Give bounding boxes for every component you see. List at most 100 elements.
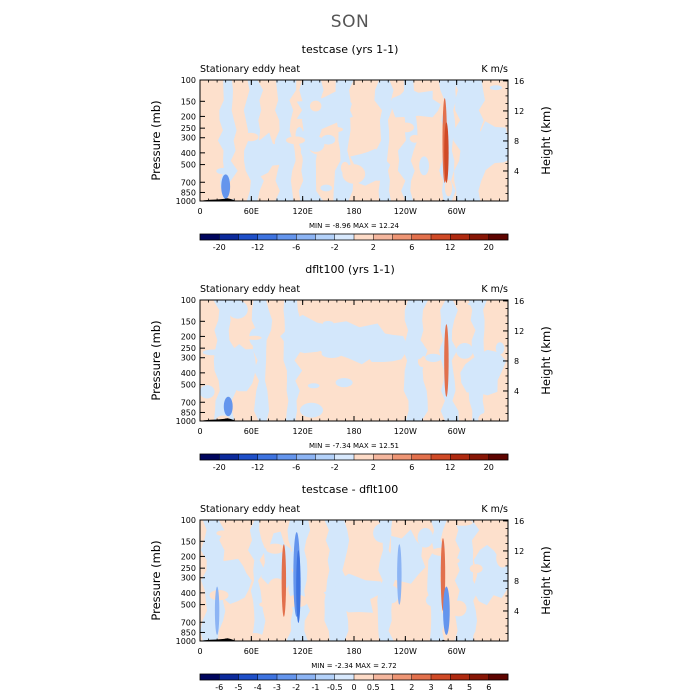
colorbar-label: -6: [292, 463, 300, 472]
contour-anomaly: [444, 324, 449, 397]
colorbar-box: [334, 454, 355, 460]
colorbar-box: [334, 674, 355, 680]
y-tick-label: 400: [181, 149, 196, 158]
x-tick-label: 180: [346, 427, 361, 436]
contour-band: [274, 80, 297, 201]
colorbar-box: [238, 674, 259, 680]
colorbar: -20 -12 -6 -2 2 6 12 20: [199, 453, 509, 472]
colorbar-box: [315, 674, 336, 680]
units-label: K m/s: [481, 284, 508, 295]
y-tick-label: 150: [181, 317, 196, 326]
y-right-tick-label: 12: [514, 327, 524, 336]
contour-blob: [465, 121, 508, 171]
colorbar-box: [334, 234, 355, 240]
y-tick-label: 200: [181, 332, 196, 341]
y-tick-label: 100: [181, 76, 196, 85]
contour-patch: [200, 385, 215, 399]
y-tick-label: 300: [181, 354, 196, 363]
y-right-tick-label: 4: [514, 607, 519, 616]
contour-patch: [335, 378, 353, 388]
contour-patch: [202, 349, 225, 356]
contour-patch: [444, 179, 453, 197]
colorbar-box: [219, 674, 239, 680]
panel-1-title: testcase (yrs 1-1): [301, 43, 399, 56]
contour-patch: [216, 167, 231, 175]
panel-3-title: testcase - dflt100: [301, 483, 399, 496]
contour-patch: [397, 122, 415, 133]
colorbar-box: [411, 454, 432, 460]
y-tick-label: 100: [181, 296, 196, 305]
contour-patch: [351, 335, 372, 349]
contour-band: [248, 520, 266, 641]
y-tick-label: 850: [181, 188, 196, 197]
contour-patch: [384, 585, 399, 604]
contour-patch: [344, 592, 362, 608]
contour-patch: [386, 347, 403, 357]
contour-patch: [246, 335, 262, 340]
panel-2-title: dflt100 (yrs 1-1): [305, 263, 395, 276]
colorbar-box: [469, 454, 490, 460]
contour-patch: [425, 353, 442, 363]
y-tick-label: 700: [181, 398, 196, 407]
min-max-label: MIN = -2.34 MAX = 2.72: [311, 662, 397, 670]
colorbar-box: [354, 234, 374, 240]
colorbar-box: [354, 454, 374, 460]
y-tick-label: 300: [181, 574, 196, 583]
colorbar-label: -6: [215, 683, 223, 692]
colorbar-label: -2: [331, 243, 339, 252]
colorbar-box: [431, 674, 451, 680]
y-tick-label: 200: [181, 112, 196, 121]
contour-patch: [450, 600, 467, 617]
contour-patch: [467, 301, 485, 307]
y-axis-right-label: Height (km): [539, 546, 553, 615]
colorbar-label: 0.5: [367, 683, 380, 692]
colorbar-label: -3: [273, 683, 281, 692]
x-tick-label: 60W: [448, 427, 466, 436]
contour-patch: [243, 633, 267, 641]
colorbar-label: -6: [292, 243, 300, 252]
colorbar-label: -20: [213, 243, 226, 252]
y-tick-label: 400: [181, 369, 196, 378]
contour-band: [439, 300, 459, 421]
colorbar-label: 4: [448, 683, 453, 692]
contour-patch: [342, 164, 366, 184]
colorbar-box: [257, 454, 278, 460]
contour-patch: [266, 543, 285, 554]
colorbar-label: 2: [371, 463, 376, 472]
y-tick-label: 850: [181, 628, 196, 637]
contour-anomaly: [221, 174, 231, 199]
x-tick-label: 120E: [293, 207, 313, 216]
y-tick-label: 400: [181, 589, 196, 598]
contour-patch: [321, 134, 336, 145]
colorbar-box: [200, 674, 220, 680]
y-axis-right-label: Height (km): [539, 326, 553, 395]
contour-anomaly: [214, 586, 220, 635]
min-max-label: MIN = -7.34 MAX = 12.51: [309, 442, 399, 450]
min-max-label: MIN = -8.96 MAX = 12.24: [309, 222, 400, 230]
colorbar-label: 2: [409, 683, 414, 692]
plot-area-3: [200, 520, 508, 641]
colorbar-box: [392, 234, 413, 240]
colorbar-label: -20: [213, 463, 226, 472]
colorbar-label: 3: [428, 683, 433, 692]
contour-patch: [410, 340, 425, 360]
contour-anomaly: [296, 550, 301, 623]
y-tick-label: 700: [181, 618, 196, 627]
x-tick-label: 180: [346, 207, 361, 216]
y-tick-label: 500: [181, 381, 196, 390]
colorbar-label: 0: [351, 683, 356, 692]
x-tick-label: 0: [197, 207, 202, 216]
contour-band: [217, 80, 238, 201]
y-right-tick-label: 12: [514, 107, 524, 116]
colorbar-box: [277, 454, 297, 460]
panel-3: 0 60E 120E 180 120W 60W1001502002503004005007…: [149, 504, 553, 692]
colorbar-label: 12: [445, 243, 455, 252]
y-tick-label: 250: [181, 564, 196, 573]
contour-patch: [496, 548, 508, 568]
colorbar-label: 20: [484, 463, 494, 472]
y-tick-label: 500: [181, 601, 196, 610]
colorbar-box: [411, 234, 432, 240]
